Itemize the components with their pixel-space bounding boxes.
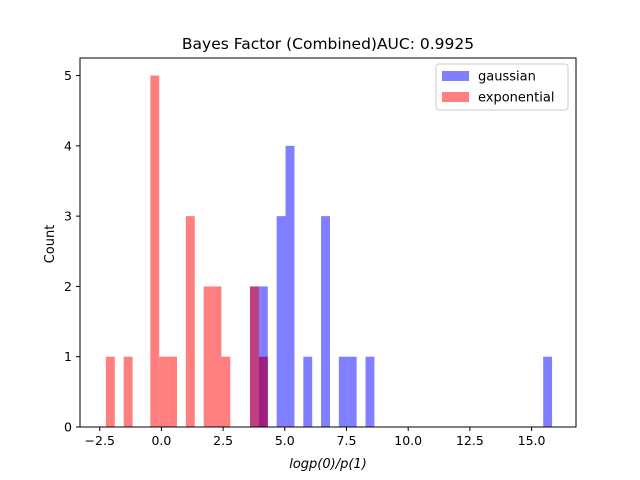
bar-exponential-8 (221, 356, 231, 427)
legend: gaussian exponential (435, 63, 569, 111)
bar-gaussian-4 (285, 145, 295, 427)
legend-swatch-exponential (442, 92, 469, 102)
x-tick-label: 12.5 (456, 433, 484, 448)
y-tick-label: 0 (64, 420, 72, 435)
bar-exponential-0 (105, 356, 115, 427)
bar-exponential-10 (258, 356, 268, 427)
bar-exponential-9 (250, 286, 259, 427)
chart-title: Bayes Factor (Combined)AUC: 0.9925 (182, 35, 474, 53)
bar-exponential-6 (203, 286, 213, 427)
bar-exponential-2 (150, 75, 160, 428)
x-tick-label: 15.0 (518, 433, 546, 448)
x-tick-label: 10.0 (394, 433, 422, 448)
bar-gaussian-6 (321, 216, 330, 427)
x-tick-label: 0.0 (151, 433, 171, 448)
plot-frame (79, 57, 577, 428)
bar-exponential-5 (185, 216, 195, 427)
bar-gaussian-8 (347, 356, 357, 427)
legend-label-gaussian: gaussian (478, 70, 536, 85)
bar-gaussian-9 (365, 356, 375, 427)
y-tick-label: 5 (64, 68, 72, 83)
bar-exponential-1 (123, 356, 133, 427)
y-tick-label: 4 (64, 138, 72, 153)
y-tick-label: 1 (64, 349, 72, 364)
x-axis-label: logp(0)/p(1) (289, 457, 367, 472)
y-axis-label: Count (43, 225, 58, 264)
x-tick-label: 5.0 (275, 433, 295, 448)
x-axis-ticks: −2.5 0.0 2.5 5.0 7.5 10.0 12.5 15.0 (85, 427, 546, 448)
bar-gaussian-10 (543, 356, 553, 427)
bar-exponential-4 (168, 356, 177, 427)
bar-gaussian-5 (303, 356, 313, 427)
bars-group (105, 75, 553, 428)
bar-exponential-7 (212, 286, 222, 427)
bar-exponential-3 (159, 356, 169, 427)
y-tick-label: 2 (64, 279, 72, 294)
legend-swatch-gaussian (442, 71, 469, 81)
y-tick-label: 3 (64, 209, 72, 224)
bar-gaussian-7 (338, 356, 348, 427)
x-tick-label: 2.5 (213, 433, 233, 448)
x-tick-label: −2.5 (85, 433, 115, 448)
legend-label-exponential: exponential (478, 91, 554, 106)
y-axis-ticks: 0 1 2 3 4 5 (64, 68, 80, 435)
x-tick-label: 7.5 (337, 433, 357, 448)
bar-gaussian-3 (276, 216, 286, 427)
